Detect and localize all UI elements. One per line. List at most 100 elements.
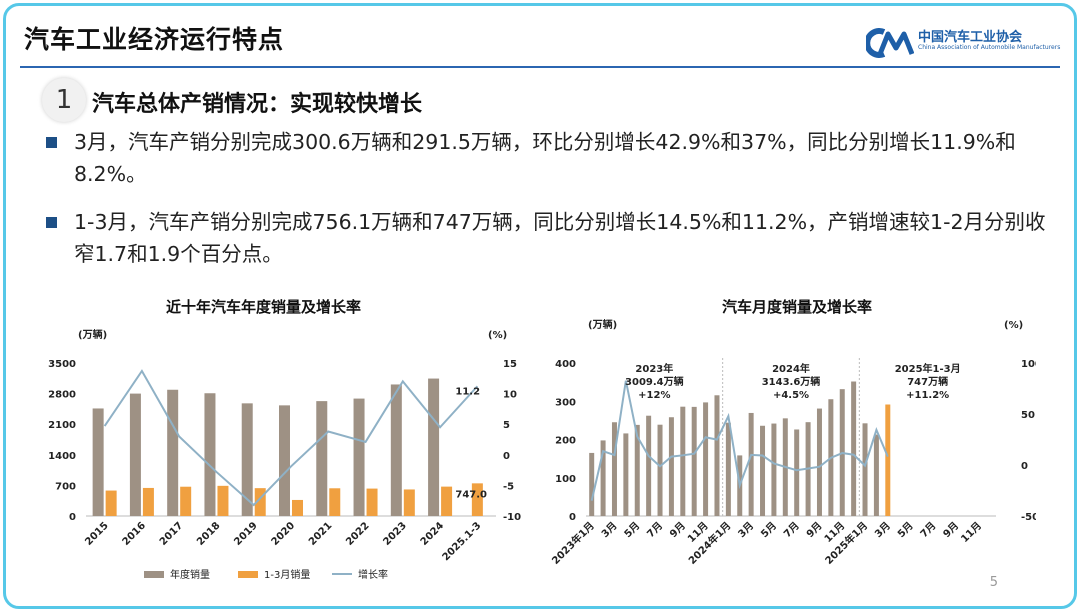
annual-sales-bar [353, 398, 365, 516]
caam-logo: 中国汽车工业协会 China Association of Automobile… [866, 26, 1060, 62]
annual-sales-bar [204, 393, 216, 516]
y2-tick-label: 5 [503, 420, 510, 431]
y-tick-label: 200 [555, 436, 576, 447]
monthly-sales-bar [851, 381, 857, 516]
q1-sales-bar [403, 489, 415, 516]
growth-rate-line [590, 380, 889, 501]
y-axis-unit-left: (万辆) [78, 328, 107, 341]
q1-sales-bar [292, 499, 303, 516]
monthly-sales-bar [816, 408, 822, 516]
annual-sales-bar [167, 389, 179, 516]
monthly-sales-bar [771, 423, 777, 516]
annual-sales-chart: (万辆) (%) 0 700 1400 2100 2800 3500 -10 -5 0 5 10 15 11… [48, 328, 521, 581]
title-divider [20, 66, 1060, 68]
bullet-item: 3月，汽车产销分别完成300.6万辆和291.5万辆，环比分别增长42.9%和3… [46, 126, 1046, 190]
q1-sales-bar [471, 483, 483, 516]
period-year-label: 2023年 [635, 362, 673, 375]
caam-logo-icon [866, 28, 914, 58]
annual-sales-bar [316, 401, 328, 516]
q1-sales-bar [329, 488, 341, 516]
monthly-sales-bar [668, 417, 674, 516]
x-tick-label: 7月 [781, 520, 801, 540]
monthly-sales-bar [657, 424, 663, 516]
y-tick-label: 100 [555, 474, 576, 485]
bullet-square-icon [46, 137, 57, 148]
legend-label-q1: 1-3月销量 [264, 568, 310, 581]
x-tick-label: 2016 [121, 520, 148, 547]
section-number: 1 [42, 78, 86, 122]
bullet-item: 1-3月，汽车产销分别完成756.1万辆和747万辆，同比分别增长14.5%和1… [46, 206, 1046, 270]
x-tick-label: 2023年1月 [549, 519, 597, 567]
y2-tick-label: 0 [1021, 461, 1028, 472]
highlight-sales-bar [885, 404, 891, 516]
y-tick-label: 2800 [48, 390, 76, 401]
y-tick-label: 400 [555, 359, 576, 370]
y-tick-label: 0 [69, 512, 76, 523]
q1-sales-bar [441, 486, 453, 516]
x-tick-label: 5月 [759, 520, 779, 540]
monthly-sales-bar [725, 422, 731, 516]
monthly-sales-bar [862, 423, 868, 516]
x-tick-label: 7月 [918, 520, 938, 540]
y-tick-label: 0 [569, 512, 576, 523]
chart-title-annual: 近十年汽车年度销量及增长率 [166, 298, 362, 316]
y-axis-unit-left: (万辆) [588, 318, 617, 331]
page-number: 5 [989, 575, 998, 590]
y2-tick-label: -50 [1021, 512, 1036, 523]
logo-text-en: China Association of Automobile Manufact… [918, 44, 1061, 51]
legend-label-growth: 增长率 [358, 568, 388, 581]
monthly-sales-bar [600, 440, 606, 516]
slide: 汽车工业经济运行特点 中国汽车工业协会 China Association of… [3, 3, 1077, 609]
bullet-text: 1-3月，汽车产销分别完成756.1万辆和747万辆，同比分别增长14.5%和1… [74, 210, 1046, 266]
q1-data-label: 747.0 [455, 489, 487, 500]
x-tick-label: 2021 [307, 520, 334, 547]
y2-tick-label: -10 [503, 512, 521, 523]
growth-data-label: 11.2 [455, 386, 480, 397]
annual-sales-bar [129, 393, 141, 516]
q1-sales-bar [366, 488, 378, 516]
legend-label-annual: 年度销量 [170, 568, 210, 581]
monthly-sales-bar [611, 422, 617, 516]
q1-sales-bar [180, 486, 192, 516]
y2-tick-label: 15 [503, 359, 517, 370]
y-axis-unit-right: (%) [488, 330, 507, 341]
period-total-label: 3143.6万辆 [762, 375, 821, 388]
y-axis-unit-right: (%) [1004, 320, 1023, 331]
x-tick-label: 2019 [232, 520, 259, 547]
x-tick-label: 2022 [344, 520, 371, 547]
monthly-sales-bar [646, 415, 652, 516]
q1-sales-bar [105, 490, 117, 516]
y2-tick-label: 100 [1021, 359, 1036, 370]
annual-sales-bar [390, 384, 402, 516]
period-growth-label: +12% [638, 390, 670, 401]
growth-rate-line [103, 369, 479, 507]
y-tick-label: 2100 [48, 420, 76, 431]
monthly-sales-bar [634, 424, 640, 516]
q1-sales-bar [254, 488, 266, 516]
x-tick-label: 2018 [195, 520, 222, 547]
monthly-sales-bar [691, 406, 697, 516]
title-bar: 汽车工业经济运行特点 中国汽车工业协会 China Association of… [6, 6, 1074, 68]
x-tick-label: 2017 [158, 520, 185, 547]
monthly-sales-bar [589, 452, 595, 516]
bullet-square-icon [46, 217, 57, 228]
annual-sales-bar [241, 403, 253, 516]
y2-tick-label: 10 [503, 390, 517, 401]
x-tick-label: 2015 [83, 520, 110, 547]
monthly-sales-bar [794, 429, 800, 516]
x-tick-label: 11月 [959, 520, 984, 545]
y-tick-label: 1400 [48, 451, 76, 462]
x-tick-label: 3月 [872, 520, 892, 540]
monthly-sales-bar [703, 402, 709, 516]
period-growth-label: +11.2% [906, 390, 949, 401]
monthly-sales-bar [873, 434, 879, 516]
monthly-sales-bar [748, 412, 754, 516]
y2-tick-label: 50 [1021, 410, 1035, 421]
period-year-label: 2025年1-3月 [895, 362, 961, 375]
x-tick-label: 2024 [419, 520, 446, 547]
y2-tick-label: -5 [503, 481, 514, 492]
period-year-label: 2024年 [772, 362, 810, 375]
x-tick-label: 5月 [622, 520, 642, 540]
period-total-label: 3009.4万辆 [625, 375, 684, 388]
logo-text-cn: 中国汽车工业协会 [918, 30, 1023, 45]
